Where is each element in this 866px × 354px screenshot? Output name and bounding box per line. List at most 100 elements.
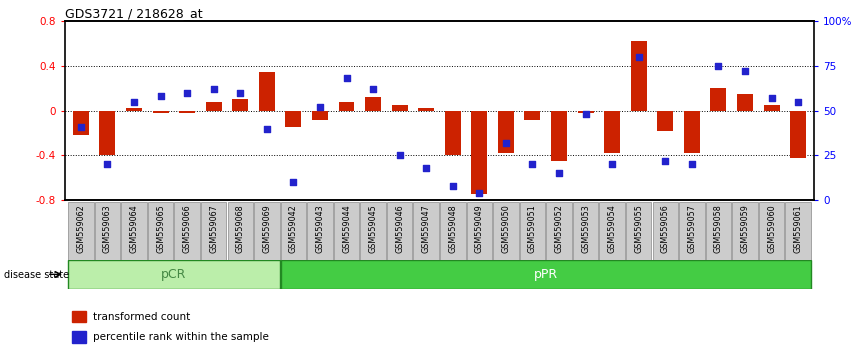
Text: GSM559047: GSM559047 <box>422 204 430 253</box>
Bar <box>630 41 647 110</box>
Bar <box>281 260 811 289</box>
Bar <box>498 110 514 153</box>
Text: GSM559049: GSM559049 <box>475 204 484 253</box>
Bar <box>467 202 492 260</box>
Bar <box>657 110 673 131</box>
Point <box>499 140 513 145</box>
Text: GSM559060: GSM559060 <box>767 204 776 253</box>
Text: GDS3721 / 218628_at: GDS3721 / 218628_at <box>65 7 203 20</box>
Bar <box>604 110 620 153</box>
Text: GSM559067: GSM559067 <box>210 204 218 253</box>
Point <box>792 99 805 104</box>
Text: GSM559043: GSM559043 <box>315 204 325 253</box>
Bar <box>572 202 598 260</box>
Bar <box>259 72 275 110</box>
Bar <box>653 202 678 260</box>
Bar <box>73 110 89 135</box>
Text: pCR: pCR <box>161 268 186 281</box>
Text: GSM559066: GSM559066 <box>183 204 191 253</box>
Text: GSM559050: GSM559050 <box>501 204 510 253</box>
Point <box>658 158 672 164</box>
Text: GSM559063: GSM559063 <box>103 204 112 253</box>
Bar <box>684 110 700 153</box>
Bar <box>179 110 195 113</box>
Bar <box>546 202 572 260</box>
Point <box>553 170 566 176</box>
Text: GSM559044: GSM559044 <box>342 204 351 253</box>
Bar <box>148 202 173 260</box>
Bar <box>520 202 546 260</box>
Text: GSM559065: GSM559065 <box>156 204 165 253</box>
Bar <box>551 110 567 161</box>
Point <box>712 63 726 69</box>
Text: GSM559055: GSM559055 <box>634 204 643 253</box>
Point <box>526 161 540 167</box>
Text: GSM559056: GSM559056 <box>661 204 669 253</box>
Text: GSM559061: GSM559061 <box>793 204 803 253</box>
Text: GSM559069: GSM559069 <box>262 204 271 253</box>
Bar <box>68 202 94 260</box>
Point <box>473 190 487 196</box>
Bar <box>228 202 253 260</box>
Bar <box>126 108 142 110</box>
Point <box>313 104 326 110</box>
Bar <box>471 110 488 194</box>
Text: transformed count: transformed count <box>94 312 191 321</box>
Point <box>180 90 194 96</box>
Bar <box>365 97 381 110</box>
Bar <box>307 202 333 260</box>
Point <box>392 153 406 158</box>
Text: GSM559058: GSM559058 <box>714 204 723 253</box>
Point <box>339 76 353 81</box>
Bar <box>706 202 731 260</box>
Text: disease state: disease state <box>4 270 69 280</box>
Bar <box>73 331 86 343</box>
Point <box>366 86 380 92</box>
Bar <box>790 110 806 158</box>
Bar <box>440 202 466 260</box>
Bar <box>413 202 439 260</box>
Bar <box>764 105 779 110</box>
Bar <box>599 202 625 260</box>
Point <box>446 183 460 189</box>
Point <box>153 93 167 99</box>
Bar <box>737 94 753 110</box>
Point <box>100 161 114 167</box>
Text: GSM559068: GSM559068 <box>236 204 245 253</box>
Point <box>233 90 247 96</box>
Text: GSM559062: GSM559062 <box>76 204 86 253</box>
Point <box>127 99 141 104</box>
Point <box>738 68 752 74</box>
Bar <box>626 202 651 260</box>
Text: GSM559052: GSM559052 <box>554 204 564 253</box>
Bar <box>94 202 120 260</box>
Bar <box>679 202 705 260</box>
Bar <box>254 202 280 260</box>
Bar <box>312 110 328 120</box>
Bar <box>152 110 169 113</box>
Bar <box>759 202 785 260</box>
Point <box>260 126 274 131</box>
Text: GSM559053: GSM559053 <box>581 204 590 253</box>
Bar <box>333 202 359 260</box>
Bar <box>733 202 758 260</box>
Text: GSM559042: GSM559042 <box>289 204 298 253</box>
Text: pPR: pPR <box>533 268 558 281</box>
Text: GSM559054: GSM559054 <box>608 204 617 253</box>
Point <box>287 179 301 185</box>
Point <box>419 165 433 171</box>
Bar <box>201 202 226 260</box>
Bar <box>73 311 86 322</box>
Bar <box>68 260 280 289</box>
Bar <box>445 110 461 155</box>
Text: GSM559057: GSM559057 <box>688 204 696 253</box>
Point <box>74 124 87 130</box>
Text: GSM559059: GSM559059 <box>740 204 749 253</box>
Text: percentile rank within the sample: percentile rank within the sample <box>94 332 269 342</box>
Bar <box>525 110 540 120</box>
Bar <box>121 202 146 260</box>
Bar <box>493 202 519 260</box>
Bar <box>286 110 301 127</box>
Text: GSM559051: GSM559051 <box>528 204 537 253</box>
Text: GSM559046: GSM559046 <box>395 204 404 253</box>
